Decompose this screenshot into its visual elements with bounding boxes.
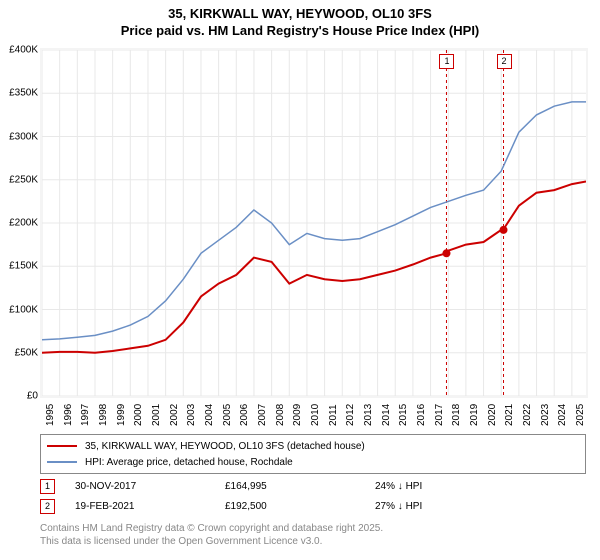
- y-tick-label: £250K: [0, 174, 38, 185]
- sale-marker-1: 1: [40, 479, 55, 494]
- sales-table: 1 30-NOV-2017 £164,995 24% ↓ HPI 2 19-FE…: [40, 476, 586, 516]
- title-line-2: Price paid vs. HM Land Registry's House …: [0, 23, 600, 40]
- sale-delta: 27% ↓ HPI: [375, 501, 525, 512]
- legend-swatch-subject: [47, 445, 77, 447]
- title-line-1: 35, KIRKWALL WAY, HEYWOOD, OL10 3FS: [0, 6, 600, 23]
- y-tick-label: £150K: [0, 261, 38, 272]
- y-tick-label: £200K: [0, 218, 38, 229]
- sale-date: 19-FEB-2021: [75, 501, 225, 512]
- sale-marker-2: 2: [40, 499, 55, 514]
- series-hpi: [42, 102, 586, 340]
- sale-price: £192,500: [225, 501, 375, 512]
- y-tick-label: £350K: [0, 88, 38, 99]
- y-tick-label: £400K: [0, 45, 38, 56]
- legend-swatch-hpi: [47, 461, 77, 463]
- footer-line-2: This data is licensed under the Open Gov…: [40, 535, 383, 548]
- line-chart-svg: [42, 50, 586, 396]
- sale-price: £164,995: [225, 481, 375, 492]
- legend: 35, KIRKWALL WAY, HEYWOOD, OL10 3FS (det…: [40, 434, 586, 474]
- sale-marker-box: 2: [497, 54, 512, 69]
- footer: Contains HM Land Registry data © Crown c…: [40, 522, 383, 548]
- sale-date: 30-NOV-2017: [75, 481, 225, 492]
- legend-item-hpi: HPI: Average price, detached house, Roch…: [47, 454, 579, 470]
- y-tick-label: £0: [0, 391, 38, 402]
- sale-delta: 24% ↓ HPI: [375, 481, 525, 492]
- sale-row: 2 19-FEB-2021 £192,500 27% ↓ HPI: [40, 496, 586, 516]
- y-tick-label: £50K: [0, 347, 38, 358]
- y-tick-label: £300K: [0, 131, 38, 142]
- legend-label-hpi: HPI: Average price, detached house, Roch…: [85, 457, 293, 468]
- sale-marker-box: 1: [439, 54, 454, 69]
- chart-title-block: 35, KIRKWALL WAY, HEYWOOD, OL10 3FS Pric…: [0, 0, 600, 40]
- footer-line-1: Contains HM Land Registry data © Crown c…: [40, 522, 383, 535]
- legend-label-subject: 35, KIRKWALL WAY, HEYWOOD, OL10 3FS (det…: [85, 441, 365, 452]
- y-tick-label: £100K: [0, 304, 38, 315]
- sale-row: 1 30-NOV-2017 £164,995 24% ↓ HPI: [40, 476, 586, 496]
- x-tick-label: 2025: [575, 404, 600, 426]
- plot-area: [40, 48, 588, 398]
- legend-item-subject: 35, KIRKWALL WAY, HEYWOOD, OL10 3FS (det…: [47, 438, 579, 454]
